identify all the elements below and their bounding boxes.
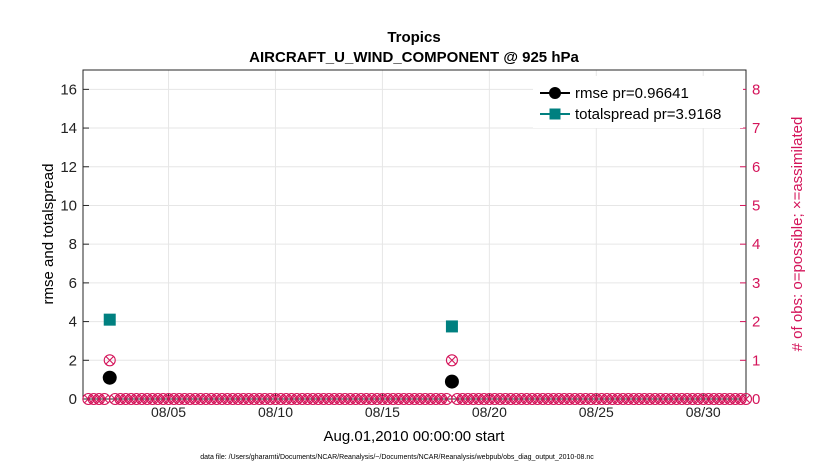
legend-rmse-label: rmse pr=0.96641	[575, 85, 689, 102]
y-right-tick-label: 1	[752, 352, 760, 369]
y-right-axis-ticks: 0 1 2 3 4 5 6 7 8	[740, 81, 760, 408]
y-tick-label: 6	[69, 275, 77, 292]
x-tick-label: 08/20	[472, 404, 507, 420]
y-tick-label: 10	[60, 197, 77, 214]
obs-assimilated-marker	[442, 394, 451, 404]
legend-rmse-marker	[549, 87, 561, 99]
y-right-tick-label: 6	[752, 159, 760, 176]
y-tick-label: 12	[60, 159, 77, 176]
x-tick-label: 08/25	[579, 404, 614, 420]
legend: rmse pr=0.96641 totalspread pr=3.9168	[533, 76, 743, 128]
y-tick-label: 14	[60, 120, 77, 137]
rmse-point	[444, 374, 459, 389]
x-tick-label: 08/30	[686, 404, 721, 420]
y-tick-label: 4	[69, 314, 77, 331]
data-file-footnote: data file: /Users/gharamti/Documents/NCA…	[200, 454, 594, 461]
y-right-tick-label: 0	[752, 391, 760, 408]
y-tick-label: 2	[69, 352, 77, 369]
obs-possible-marker	[103, 354, 116, 367]
obs-possible-marker	[739, 392, 753, 406]
x-tick-label: 08/10	[258, 404, 293, 420]
totalspread-point	[445, 320, 458, 333]
y-right-tick-label: 7	[752, 120, 760, 137]
obs-assimilated-marker	[741, 394, 751, 404]
legend-totalspread-marker	[549, 108, 561, 120]
legend-box	[533, 76, 743, 128]
y-right-tick-label: 2	[752, 314, 760, 331]
y-right-tick-label: 4	[752, 236, 760, 253]
obs-count-markers	[82, 354, 753, 406]
y-tick-label: 0	[69, 391, 77, 408]
obs-assimilated-marker	[447, 355, 457, 365]
obs-assimilated-marker	[99, 394, 109, 404]
y-axis-label: rmse and totalspread	[40, 164, 57, 305]
y-right-tick-label: 5	[752, 197, 760, 214]
y-right-tick-label: 8	[752, 81, 760, 98]
y-right-axis-label: # of obs: o=possible; ×=assimilated	[789, 117, 806, 352]
obs-assimilated-marker	[105, 355, 115, 365]
rmse-point	[102, 370, 117, 385]
x-tick-label: 08/05	[151, 404, 186, 420]
legend-totalspread-label: totalspread pr=3.9168	[575, 106, 721, 123]
x-tick-label: 08/15	[365, 404, 400, 420]
obs-possible-marker	[445, 354, 458, 367]
totalspread-point	[103, 313, 116, 326]
chart-title: Tropics	[387, 29, 440, 46]
data-series	[102, 313, 459, 389]
y-tick-label: 8	[69, 236, 77, 253]
y-axis-ticks: 0 2 4 6 8 10 12 14 16	[60, 81, 89, 408]
y-tick-label: 16	[60, 81, 77, 98]
y-right-tick-label: 3	[752, 275, 760, 292]
x-axis-ticks: 08/05 08/10 08/15 08/20 08/25 08/30	[151, 393, 721, 420]
x-axis-label: Aug.01,2010 00:00:00 start	[324, 428, 506, 445]
chart-subtitle: AIRCRAFT_U_WIND_COMPONENT @ 925 hPa	[249, 49, 579, 66]
